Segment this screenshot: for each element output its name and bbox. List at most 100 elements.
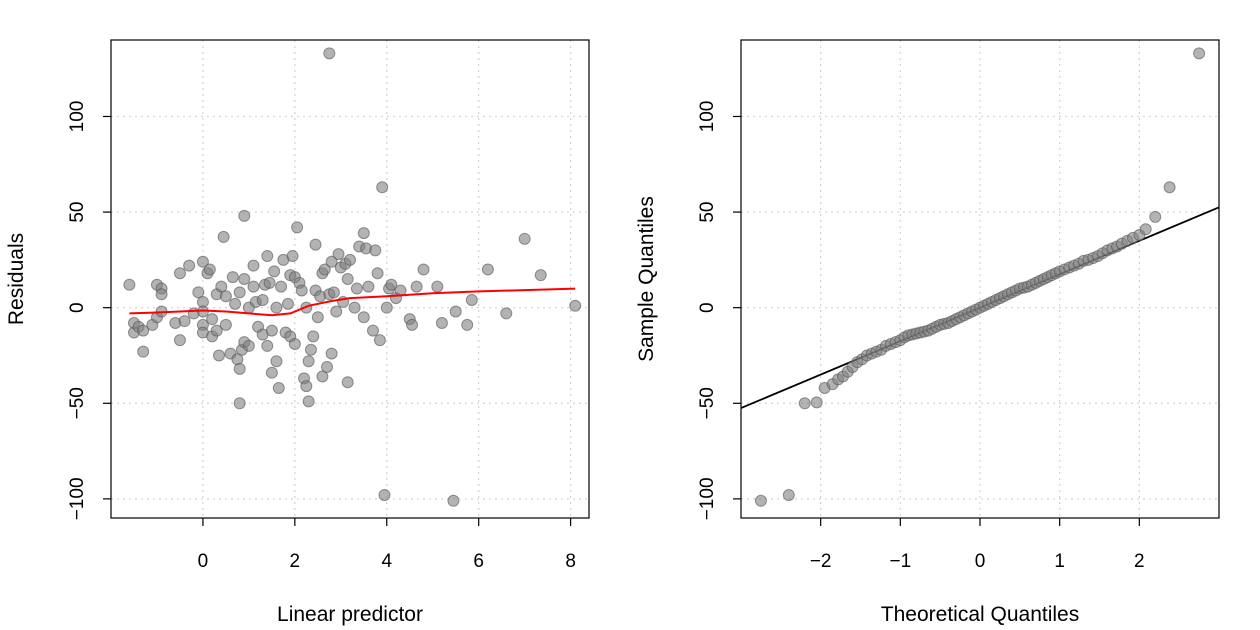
data-point [373, 334, 386, 347]
data-point [378, 489, 391, 502]
data-point [219, 290, 232, 303]
data-point [325, 255, 338, 268]
data-point [275, 280, 288, 293]
data-point [569, 299, 582, 312]
data-point [316, 370, 329, 383]
data-point [330, 305, 343, 318]
data-point [268, 265, 281, 278]
data-point [238, 273, 251, 285]
data-point [300, 380, 313, 393]
data-point [206, 313, 219, 326]
data-point [369, 244, 382, 257]
y-tick-label: −100 [67, 477, 88, 520]
data-point [782, 489, 795, 502]
data-point [233, 397, 246, 410]
data-point [286, 250, 299, 263]
data-point [295, 284, 308, 297]
x-axis-title: Theoretical Quantiles [881, 603, 1079, 626]
data-point [410, 280, 423, 293]
x-tick-label: 8 [565, 551, 576, 572]
data-point [155, 288, 168, 301]
data-point [265, 324, 278, 337]
x-tick-label: 4 [381, 551, 392, 572]
data-point [123, 278, 136, 291]
y-tick-label: 100 [697, 101, 718, 133]
data-point [291, 221, 304, 234]
data-point [203, 263, 216, 276]
data-point [447, 494, 460, 507]
data-point [534, 269, 547, 282]
data-point [449, 305, 462, 318]
x-tick-label: −2 [810, 551, 832, 572]
residuals-vs-linear-predictor-panel: 0 2 4 6 8 −100 −50 0 50 100 Linear predictor Residu… [5, 39, 590, 626]
x-axis-title: Linear predictor [277, 603, 423, 626]
data-point [272, 381, 285, 394]
data-point [431, 280, 444, 293]
data-point [1193, 47, 1206, 60]
data-point [137, 324, 150, 337]
data-point [309, 238, 322, 251]
data-point [461, 318, 474, 331]
data-point [344, 253, 356, 266]
data-point [332, 248, 345, 261]
data-point [1163, 181, 1176, 194]
data-point [357, 227, 370, 240]
data-point [229, 297, 242, 310]
plot-frame [110, 39, 590, 519]
data-point [137, 345, 150, 358]
data-point [217, 230, 230, 243]
data-point [215, 280, 228, 293]
data-point [261, 339, 274, 352]
data-point [302, 355, 315, 368]
data-point [321, 360, 334, 373]
normal-qq-panel: −2 −1 0 1 2 −100 −50 0 50 100 Theoretical Quantile… [635, 39, 1220, 626]
data-point [323, 47, 336, 60]
y-tick-label: 50 [67, 202, 88, 223]
data-point [226, 271, 239, 284]
data-point [263, 276, 276, 289]
data-point [247, 280, 260, 293]
data-point [798, 397, 811, 410]
data-point [754, 494, 767, 507]
y-tick-label: 100 [67, 101, 88, 133]
data-point [213, 349, 226, 362]
data-point [350, 282, 363, 295]
x-tick-label: 2 [290, 551, 301, 572]
data-point [247, 259, 260, 272]
plot-frame [740, 39, 1220, 519]
data-point [288, 338, 301, 351]
data-point [304, 343, 317, 356]
data-point [219, 318, 232, 331]
data-point [481, 263, 494, 276]
data-point [325, 347, 338, 360]
data-point [318, 263, 331, 276]
data-point [281, 297, 294, 310]
y-tick-label: −100 [697, 477, 718, 520]
data-point [173, 267, 186, 280]
data-point [183, 259, 196, 272]
y-tick-label: 50 [697, 202, 718, 223]
data-point [380, 301, 393, 314]
data-point [376, 181, 389, 194]
x-tick-label: 0 [198, 551, 209, 572]
data-point [238, 209, 251, 222]
data-point [406, 318, 419, 331]
data-point [302, 395, 315, 408]
data-point [265, 366, 278, 379]
x-tick-label: 0 [975, 551, 986, 572]
data-point [196, 255, 209, 268]
y-axis-title: Residuals [5, 233, 28, 325]
data-point [500, 307, 513, 320]
data-point [270, 355, 283, 368]
data-point [173, 334, 186, 347]
data-point [518, 232, 531, 245]
data-point [357, 311, 370, 324]
data-point [256, 294, 269, 307]
y-axis-title: Sample Quantiles [635, 196, 658, 362]
y-tick-label: −50 [697, 387, 718, 419]
data-point [362, 280, 375, 293]
data-point [385, 278, 398, 291]
data-point [341, 376, 354, 389]
data-point [307, 330, 320, 343]
